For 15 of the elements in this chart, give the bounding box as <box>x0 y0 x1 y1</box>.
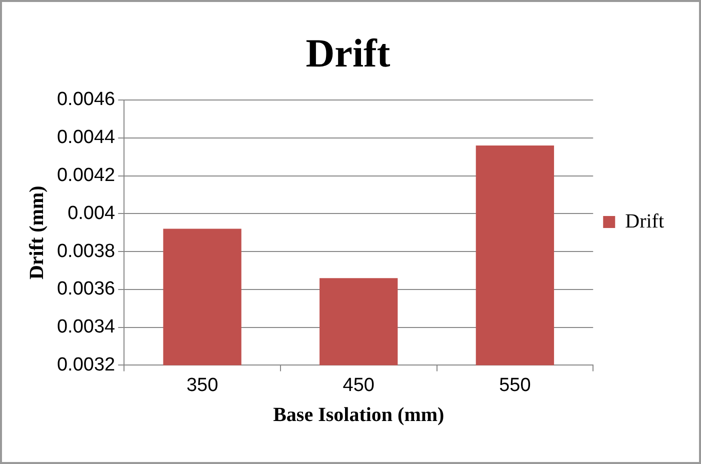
y-tick-label: 0.0036 <box>56 278 116 300</box>
y-axis-title: Drift (mm) <box>26 186 48 280</box>
x-tick-label: 450 <box>342 374 374 396</box>
x-axis-title: Base Isolation (mm) <box>273 404 444 426</box>
y-tick-label: 0.0032 <box>56 354 116 376</box>
y-tick-label: 0.0038 <box>56 240 116 262</box>
y-tick-label: 0.0034 <box>56 316 116 338</box>
x-tick-label: 550 <box>499 374 531 396</box>
y-tick-label: 0.0042 <box>56 165 116 186</box>
x-tick-label: 350 <box>186 374 218 396</box>
y-tick-label: 0.0044 <box>56 127 116 148</box>
y-tick-label: 0.004 <box>68 202 116 224</box>
legend-label: Drift <box>625 210 664 232</box>
y-tick-label: 0.0046 <box>56 89 116 110</box>
chart-title: Drift <box>306 30 391 76</box>
